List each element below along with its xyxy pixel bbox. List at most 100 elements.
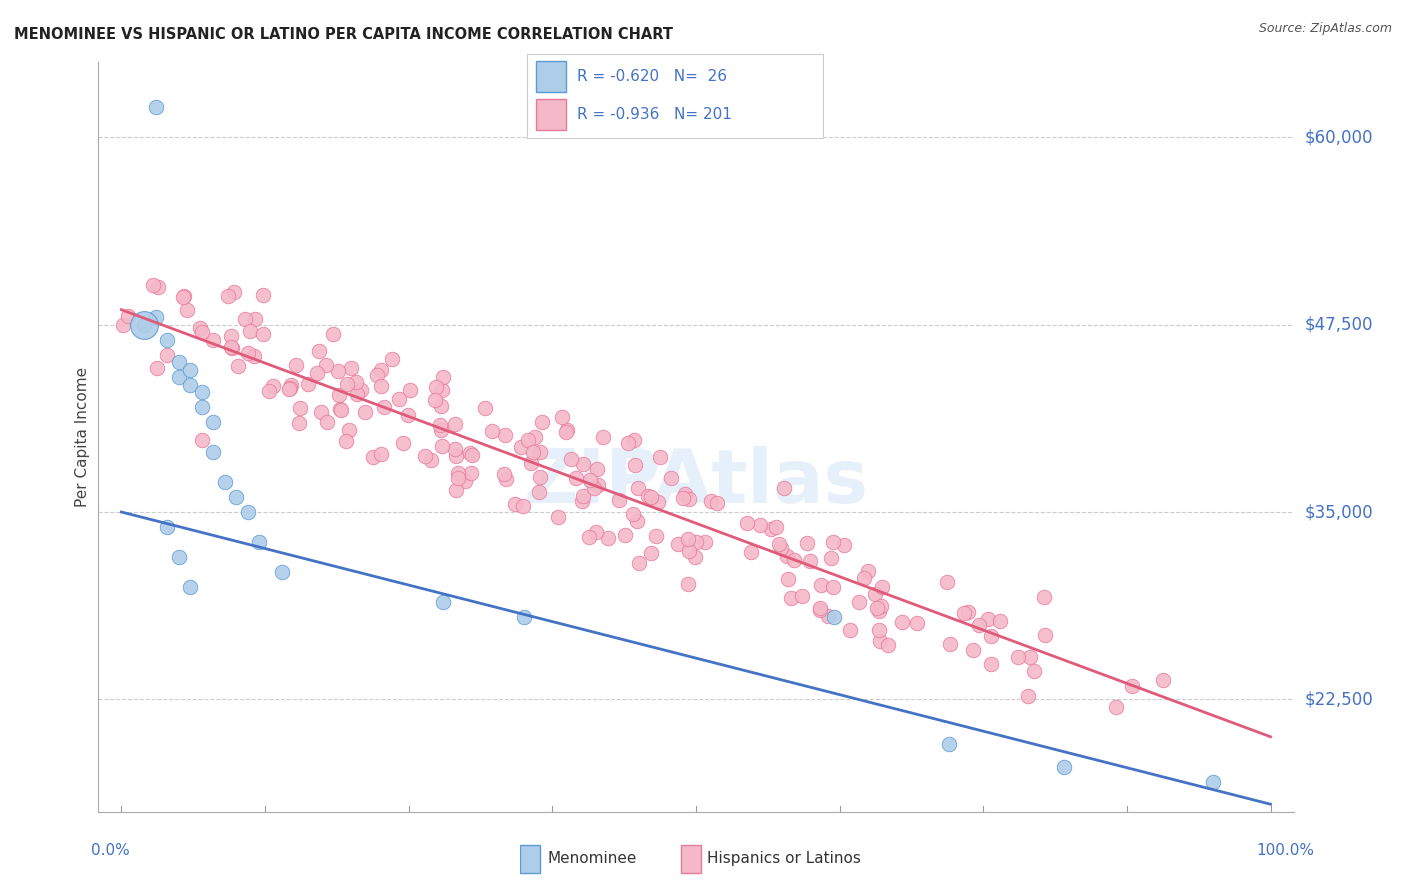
Point: [146, 360, 169, 375]
Point: [271, 565, 294, 579]
Point: [645, 529, 668, 543]
Point: [172, 291, 194, 305]
Point: [353, 405, 375, 419]
Point: [309, 404, 332, 418]
Point: [322, 327, 344, 342]
Point: [977, 612, 1000, 626]
Point: [432, 595, 454, 609]
Point: [821, 535, 844, 549]
Point: [626, 514, 648, 528]
Point: [179, 362, 201, 376]
Point: [768, 537, 790, 551]
Point: [278, 381, 301, 395]
Point: [796, 536, 818, 550]
Bar: [536, 99, 565, 130]
Point: [481, 424, 503, 438]
Point: [531, 415, 554, 429]
Point: [288, 401, 311, 415]
Point: [969, 618, 991, 632]
Point: [1152, 673, 1174, 687]
Point: [239, 324, 262, 338]
Point: [693, 534, 716, 549]
Point: [510, 440, 533, 454]
Point: [454, 474, 477, 488]
Text: $60,000: $60,000: [1305, 128, 1374, 146]
Point: [522, 444, 544, 458]
Point: [865, 587, 887, 601]
Point: [145, 100, 167, 114]
Point: [637, 489, 659, 503]
Point: [243, 349, 266, 363]
Point: [336, 377, 359, 392]
Text: $22,500: $22,500: [1305, 690, 1374, 708]
Point: [624, 458, 647, 472]
Point: [429, 399, 451, 413]
Point: [547, 509, 569, 524]
Text: Menominee: Menominee: [548, 852, 637, 866]
Text: MENOMINEE VS HISPANIC OR LATINO PER CAPITA INCOME CORRELATION CHART: MENOMINEE VS HISPANIC OR LATINO PER CAPI…: [14, 27, 673, 42]
Point: [460, 446, 482, 460]
Point: [190, 321, 212, 335]
Point: [848, 595, 870, 609]
Point: [366, 368, 388, 383]
Point: [446, 466, 468, 480]
Point: [329, 401, 352, 416]
Point: [838, 623, 860, 637]
Point: [337, 423, 360, 437]
Point: [156, 333, 179, 347]
Point: [512, 499, 534, 513]
Point: [370, 362, 392, 376]
Point: [571, 493, 593, 508]
Point: [145, 310, 167, 325]
Point: [735, 516, 758, 531]
Point: [1017, 689, 1039, 703]
Point: [627, 481, 650, 495]
Point: [173, 289, 195, 303]
Point: [516, 433, 538, 447]
Bar: [536, 62, 565, 92]
Point: [340, 361, 363, 376]
Point: [607, 493, 630, 508]
Text: Source: ZipAtlas.com: Source: ZipAtlas.com: [1258, 22, 1392, 36]
Point: [191, 400, 214, 414]
Point: [617, 436, 640, 450]
Point: [179, 580, 201, 594]
Point: [396, 408, 419, 422]
Point: [1018, 649, 1040, 664]
Point: [551, 409, 574, 424]
Point: [810, 578, 832, 592]
Point: [370, 379, 392, 393]
Point: [564, 470, 586, 484]
Point: [790, 589, 813, 603]
Point: [280, 377, 302, 392]
Point: [429, 417, 451, 432]
Point: [155, 348, 177, 362]
Point: [432, 369, 454, 384]
Point: [585, 525, 607, 540]
Point: [560, 451, 582, 466]
Point: [529, 445, 551, 459]
Point: [134, 318, 156, 332]
Point: [621, 507, 644, 521]
Point: [214, 475, 236, 489]
Point: [245, 312, 267, 326]
Point: [869, 604, 891, 618]
Point: [329, 402, 352, 417]
Point: [167, 370, 190, 384]
Point: [495, 472, 517, 486]
Point: [683, 549, 706, 564]
Point: [706, 496, 728, 510]
Point: [578, 473, 600, 487]
Point: [586, 478, 609, 492]
Point: [399, 383, 422, 397]
Point: [1053, 760, 1076, 774]
Point: [425, 380, 447, 394]
Point: [257, 384, 280, 399]
Point: [613, 527, 636, 541]
Point: [167, 355, 190, 369]
Point: [217, 289, 239, 303]
Point: [142, 277, 165, 292]
Point: [866, 600, 889, 615]
Point: [447, 471, 470, 485]
Point: [297, 377, 319, 392]
